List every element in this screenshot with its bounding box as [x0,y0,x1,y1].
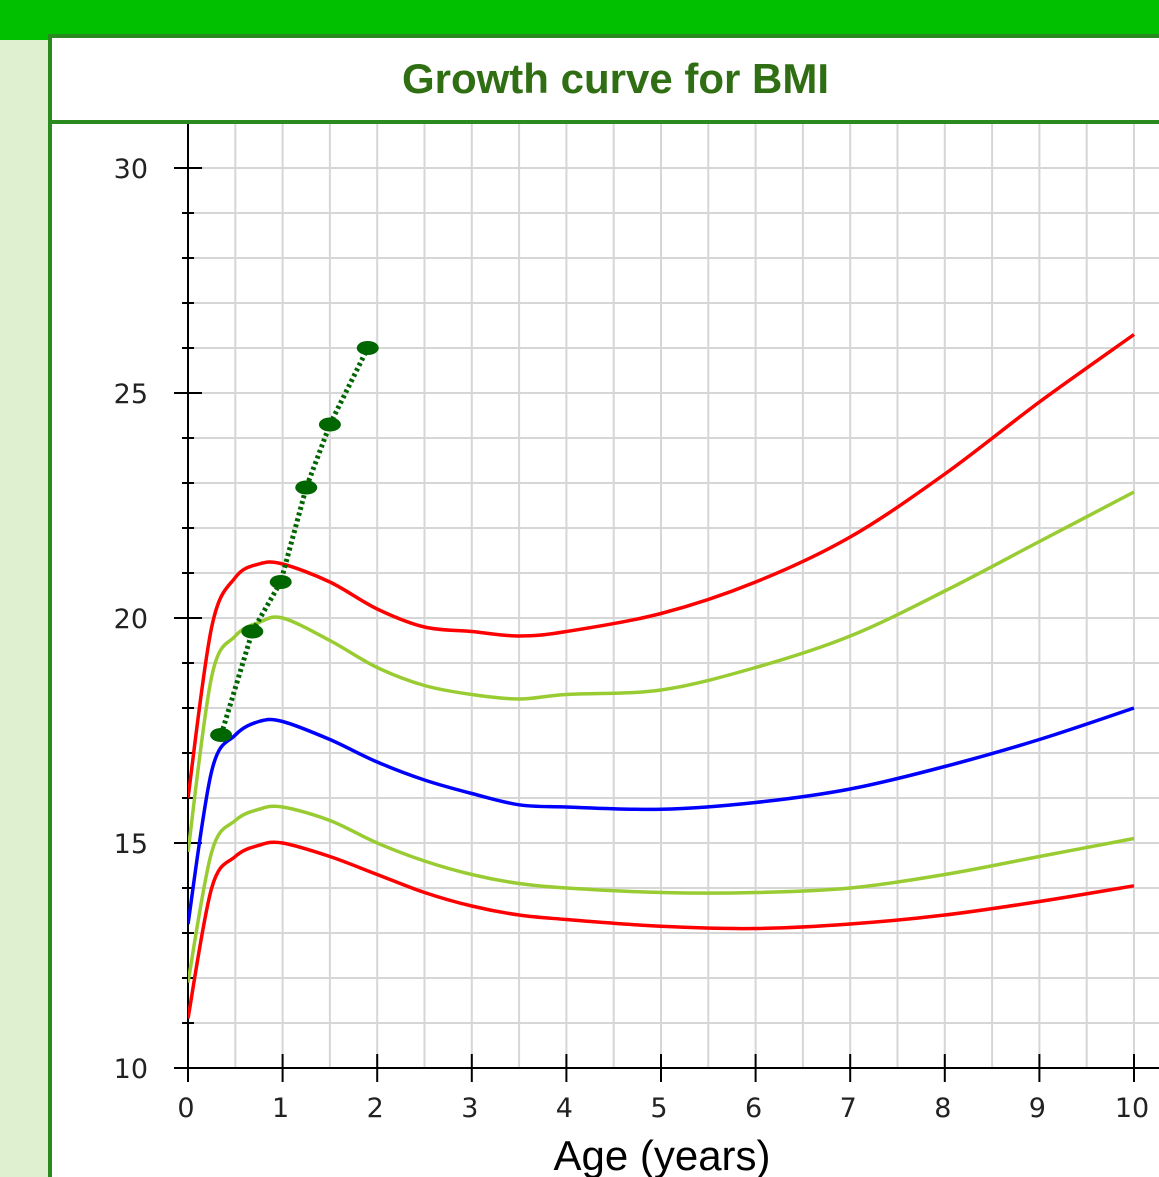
x-tick-label: 7 [840,1093,857,1124]
y-tick-label: 30 [114,154,148,185]
side-panel [0,40,48,1177]
series-line-p50 [188,706,1135,925]
series-layer [188,333,1136,1019]
data-point-patient [356,341,379,355]
x-tick-label: 8 [934,1093,951,1124]
chart-panel [48,34,1159,1177]
tick-labels: 10 15 20 25 30 0 1 2 3 4 5 6 7 8 9 10 [114,154,1150,1124]
x-tick-label: 2 [367,1093,384,1124]
y-tick-label: 25 [114,379,148,410]
grid-lines [188,114,1159,1068]
data-point-patient [241,624,264,639]
x-tick-label: 1 [272,1093,289,1124]
y-tick-label: 20 [114,604,148,635]
series-line-p3 [188,840,1135,1019]
data-point-patient [318,417,341,432]
x-tick-label: 0 [177,1093,194,1124]
top-header-bar [0,0,1159,40]
series-line-p15 [188,804,1135,983]
x-axis-label: Age (years) [553,1132,770,1177]
data-point-patient [269,575,292,589]
x-tick-label: 5 [650,1093,667,1124]
y-tick-label: 15 [114,829,148,860]
data-point-patient [210,728,233,742]
axes [174,124,1159,1082]
y-tick-label: 10 [114,1054,148,1085]
title-box: Growth curve for BMI [48,34,1159,124]
series-line-p97 [188,333,1136,799]
data-point-patient [295,480,318,495]
chart-title: Growth curve for BMI [401,55,830,102]
x-tick-label: 9 [1029,1093,1046,1124]
x-tick-label: 4 [556,1093,573,1124]
x-tick-label: 10 [1115,1093,1149,1124]
series-line-patient [218,346,370,736]
x-tick-label: 3 [461,1093,478,1124]
x-tick-label: 6 [745,1093,762,1124]
